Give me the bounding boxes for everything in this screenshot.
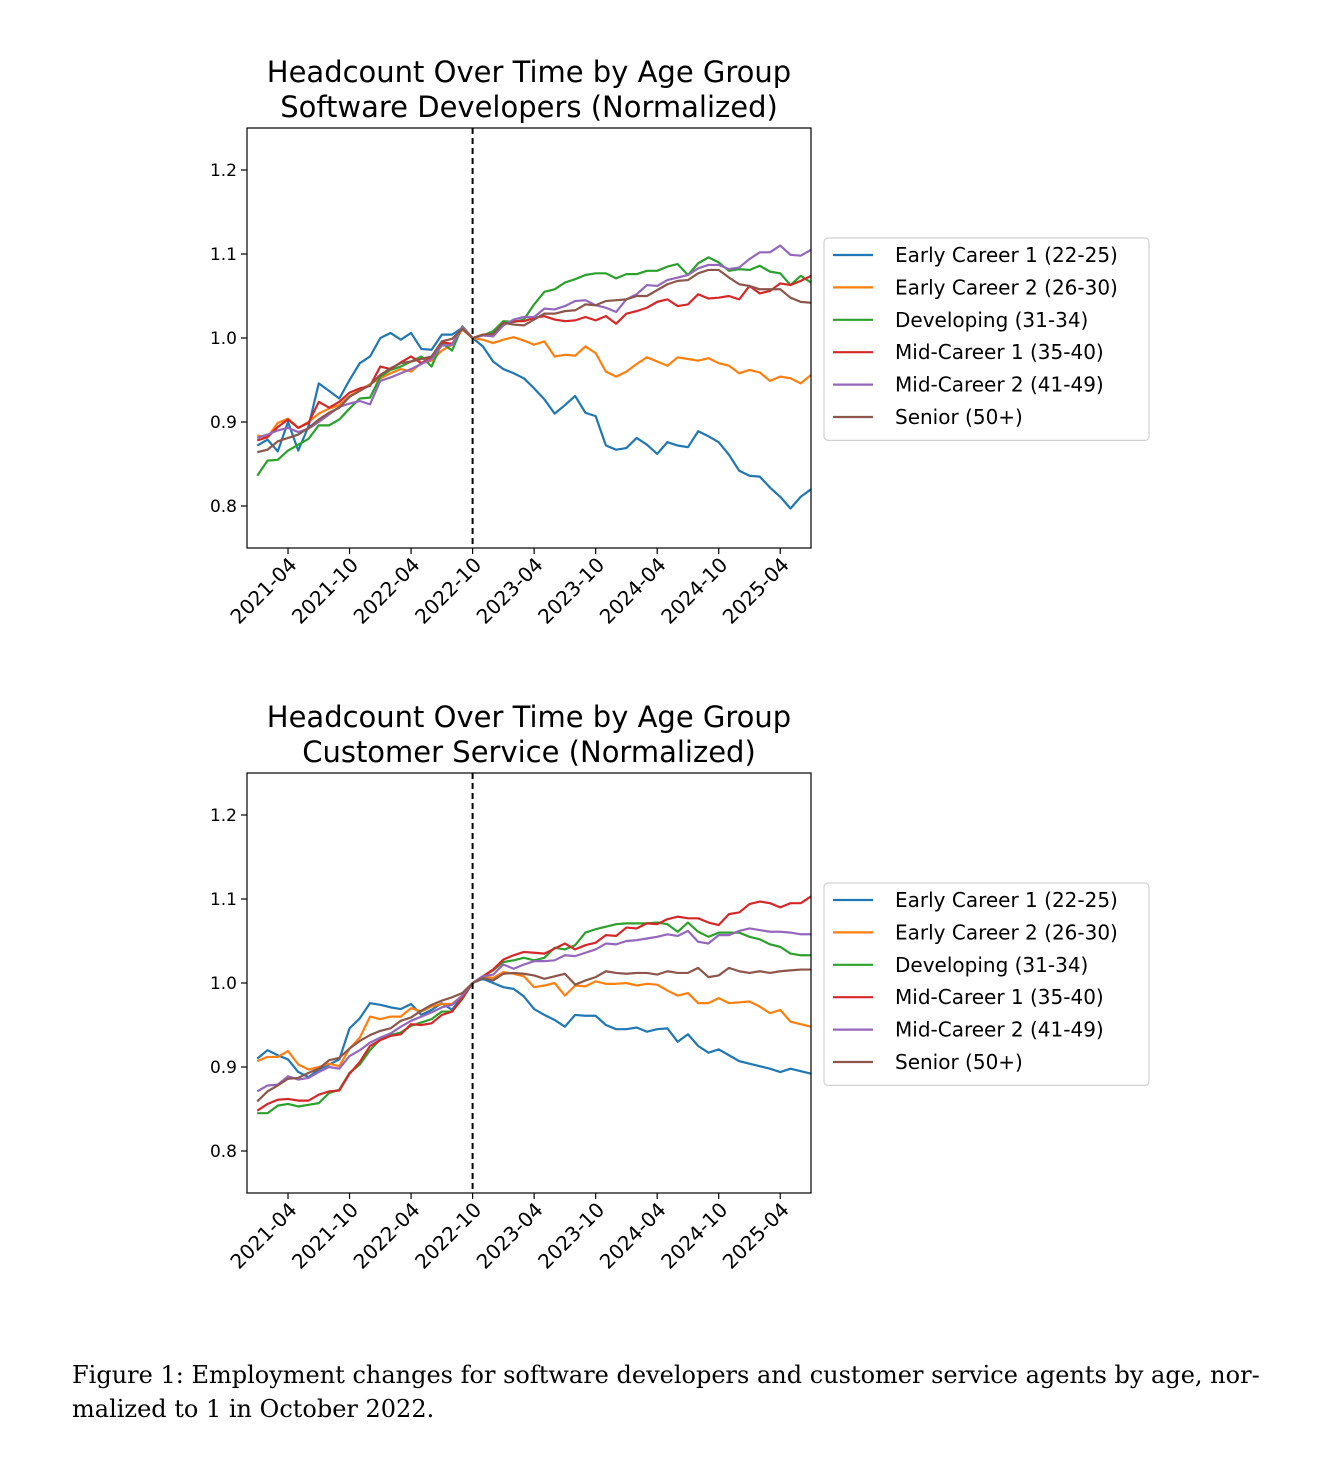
series-line-mid-career-1-35-40 [256, 895, 812, 1112]
legend-label-senior-50: Senior (50+) [895, 1050, 1023, 1074]
legend-label-early-career-1-22-25: Early Career 1 (22-25) [895, 243, 1118, 267]
x-tick-label: 2023-10 [533, 1198, 609, 1274]
figure-caption-line-1: Figure 1: Employment changes for softwar… [72, 1361, 1260, 1389]
x-tick-label: 2024-04 [595, 553, 671, 629]
y-tick-label: 1.2 [210, 161, 237, 181]
x-tick-label: 2021-10 [287, 553, 363, 629]
y-tick-label: 0.9 [210, 413, 237, 433]
legend-label-senior-50: Senior (50+) [895, 405, 1023, 429]
legend-label-mid-career-2-41-49: Mid-Career 2 (41-49) [895, 1018, 1104, 1042]
x-tick-label: 2022-10 [410, 1198, 486, 1274]
x-tick-label: 2023-04 [472, 1198, 548, 1274]
legend-label-developing-31-34: Developing (31-34) [895, 953, 1088, 977]
y-tick-label: 1.1 [210, 890, 237, 910]
x-tick-label: 2024-10 [656, 553, 732, 629]
series-line-developing-31-34 [256, 256, 812, 477]
plot-frame [246, 772, 812, 1194]
x-tick-label: 2025-04 [718, 1198, 794, 1274]
series-line-developing-31-34 [257, 921, 811, 1115]
y-tick-label: 1.0 [210, 329, 237, 349]
x-tick-label: 2024-04 [595, 1198, 671, 1274]
y-tick-label: 1.0 [210, 974, 237, 994]
legend-label-mid-career-1-35-40: Mid-Career 1 (35-40) [895, 340, 1104, 364]
x-tick-label: 2023-10 [533, 553, 609, 629]
legend-label-mid-career-1-35-40: Mid-Career 1 (35-40) [895, 985, 1104, 1009]
series-line-senior-50 [256, 268, 812, 454]
chart-title: Headcount Over Time by Age Group [267, 55, 791, 89]
legend-label-early-career-2-26-30: Early Career 2 (26-30) [895, 275, 1118, 299]
x-tick-label: 2021-04 [225, 553, 301, 629]
y-tick-label: 0.8 [210, 1142, 237, 1162]
legend-label-developing-31-34: Developing (31-34) [895, 308, 1088, 332]
chart-software-developers: Headcount Over Time by Age GroupSoftware… [210, 55, 1150, 645]
plot-frame [246, 127, 812, 549]
series-line-mid-career-2-41-49 [256, 244, 812, 440]
x-tick-label: 2022-10 [410, 553, 486, 629]
x-tick-label: 2025-04 [718, 553, 794, 629]
chart-title: Headcount Over Time by Age Group [267, 700, 791, 734]
legend-label-mid-career-2-41-49: Mid-Career 2 (41-49) [895, 373, 1104, 397]
series-line-senior-50 [256, 966, 811, 1103]
legend-label-early-career-2-26-30: Early Career 2 (26-30) [895, 920, 1118, 944]
y-tick-label: 1.2 [210, 806, 237, 826]
x-tick-label: 2023-04 [472, 553, 548, 629]
series-line-early-career-2-26-30 [257, 328, 812, 439]
series-line-mid-career-1-35-40 [256, 274, 812, 442]
figure-caption: Figure 1: Employment changes for softwar… [72, 1358, 1282, 1426]
x-tick-label: 2021-04 [225, 1198, 301, 1274]
x-tick-label: 2021-10 [287, 1198, 363, 1274]
series-line-mid-career-2-41-49 [256, 927, 811, 1093]
x-axis-label: Date [494, 1288, 563, 1290]
x-tick-label: 2022-04 [349, 553, 425, 629]
y-tick-label: 1.1 [210, 245, 237, 265]
figure-caption-line-2: malized to 1 in October 2022. [72, 1395, 435, 1423]
chart-customer-service: Headcount Over Time by Age GroupCustomer… [210, 700, 1150, 1290]
y-tick-label: 0.8 [210, 497, 237, 517]
legend-box [823, 237, 1150, 441]
series-line-early-career-1-22-25 [256, 326, 812, 510]
y-tick-label: 0.9 [210, 1058, 237, 1078]
chart-subtitle: Customer Service (Normalized) [302, 735, 756, 769]
x-axis-label: Date [494, 643, 563, 645]
chart-subtitle: Software Developers (Normalized) [280, 90, 778, 124]
series-line-early-career-1-22-25 [256, 977, 812, 1079]
x-tick-label: 2022-04 [349, 1198, 425, 1274]
x-tick-label: 2024-10 [656, 1198, 732, 1274]
legend-label-early-career-1-22-25: Early Career 1 (22-25) [895, 888, 1118, 912]
legend-box [823, 882, 1150, 1086]
